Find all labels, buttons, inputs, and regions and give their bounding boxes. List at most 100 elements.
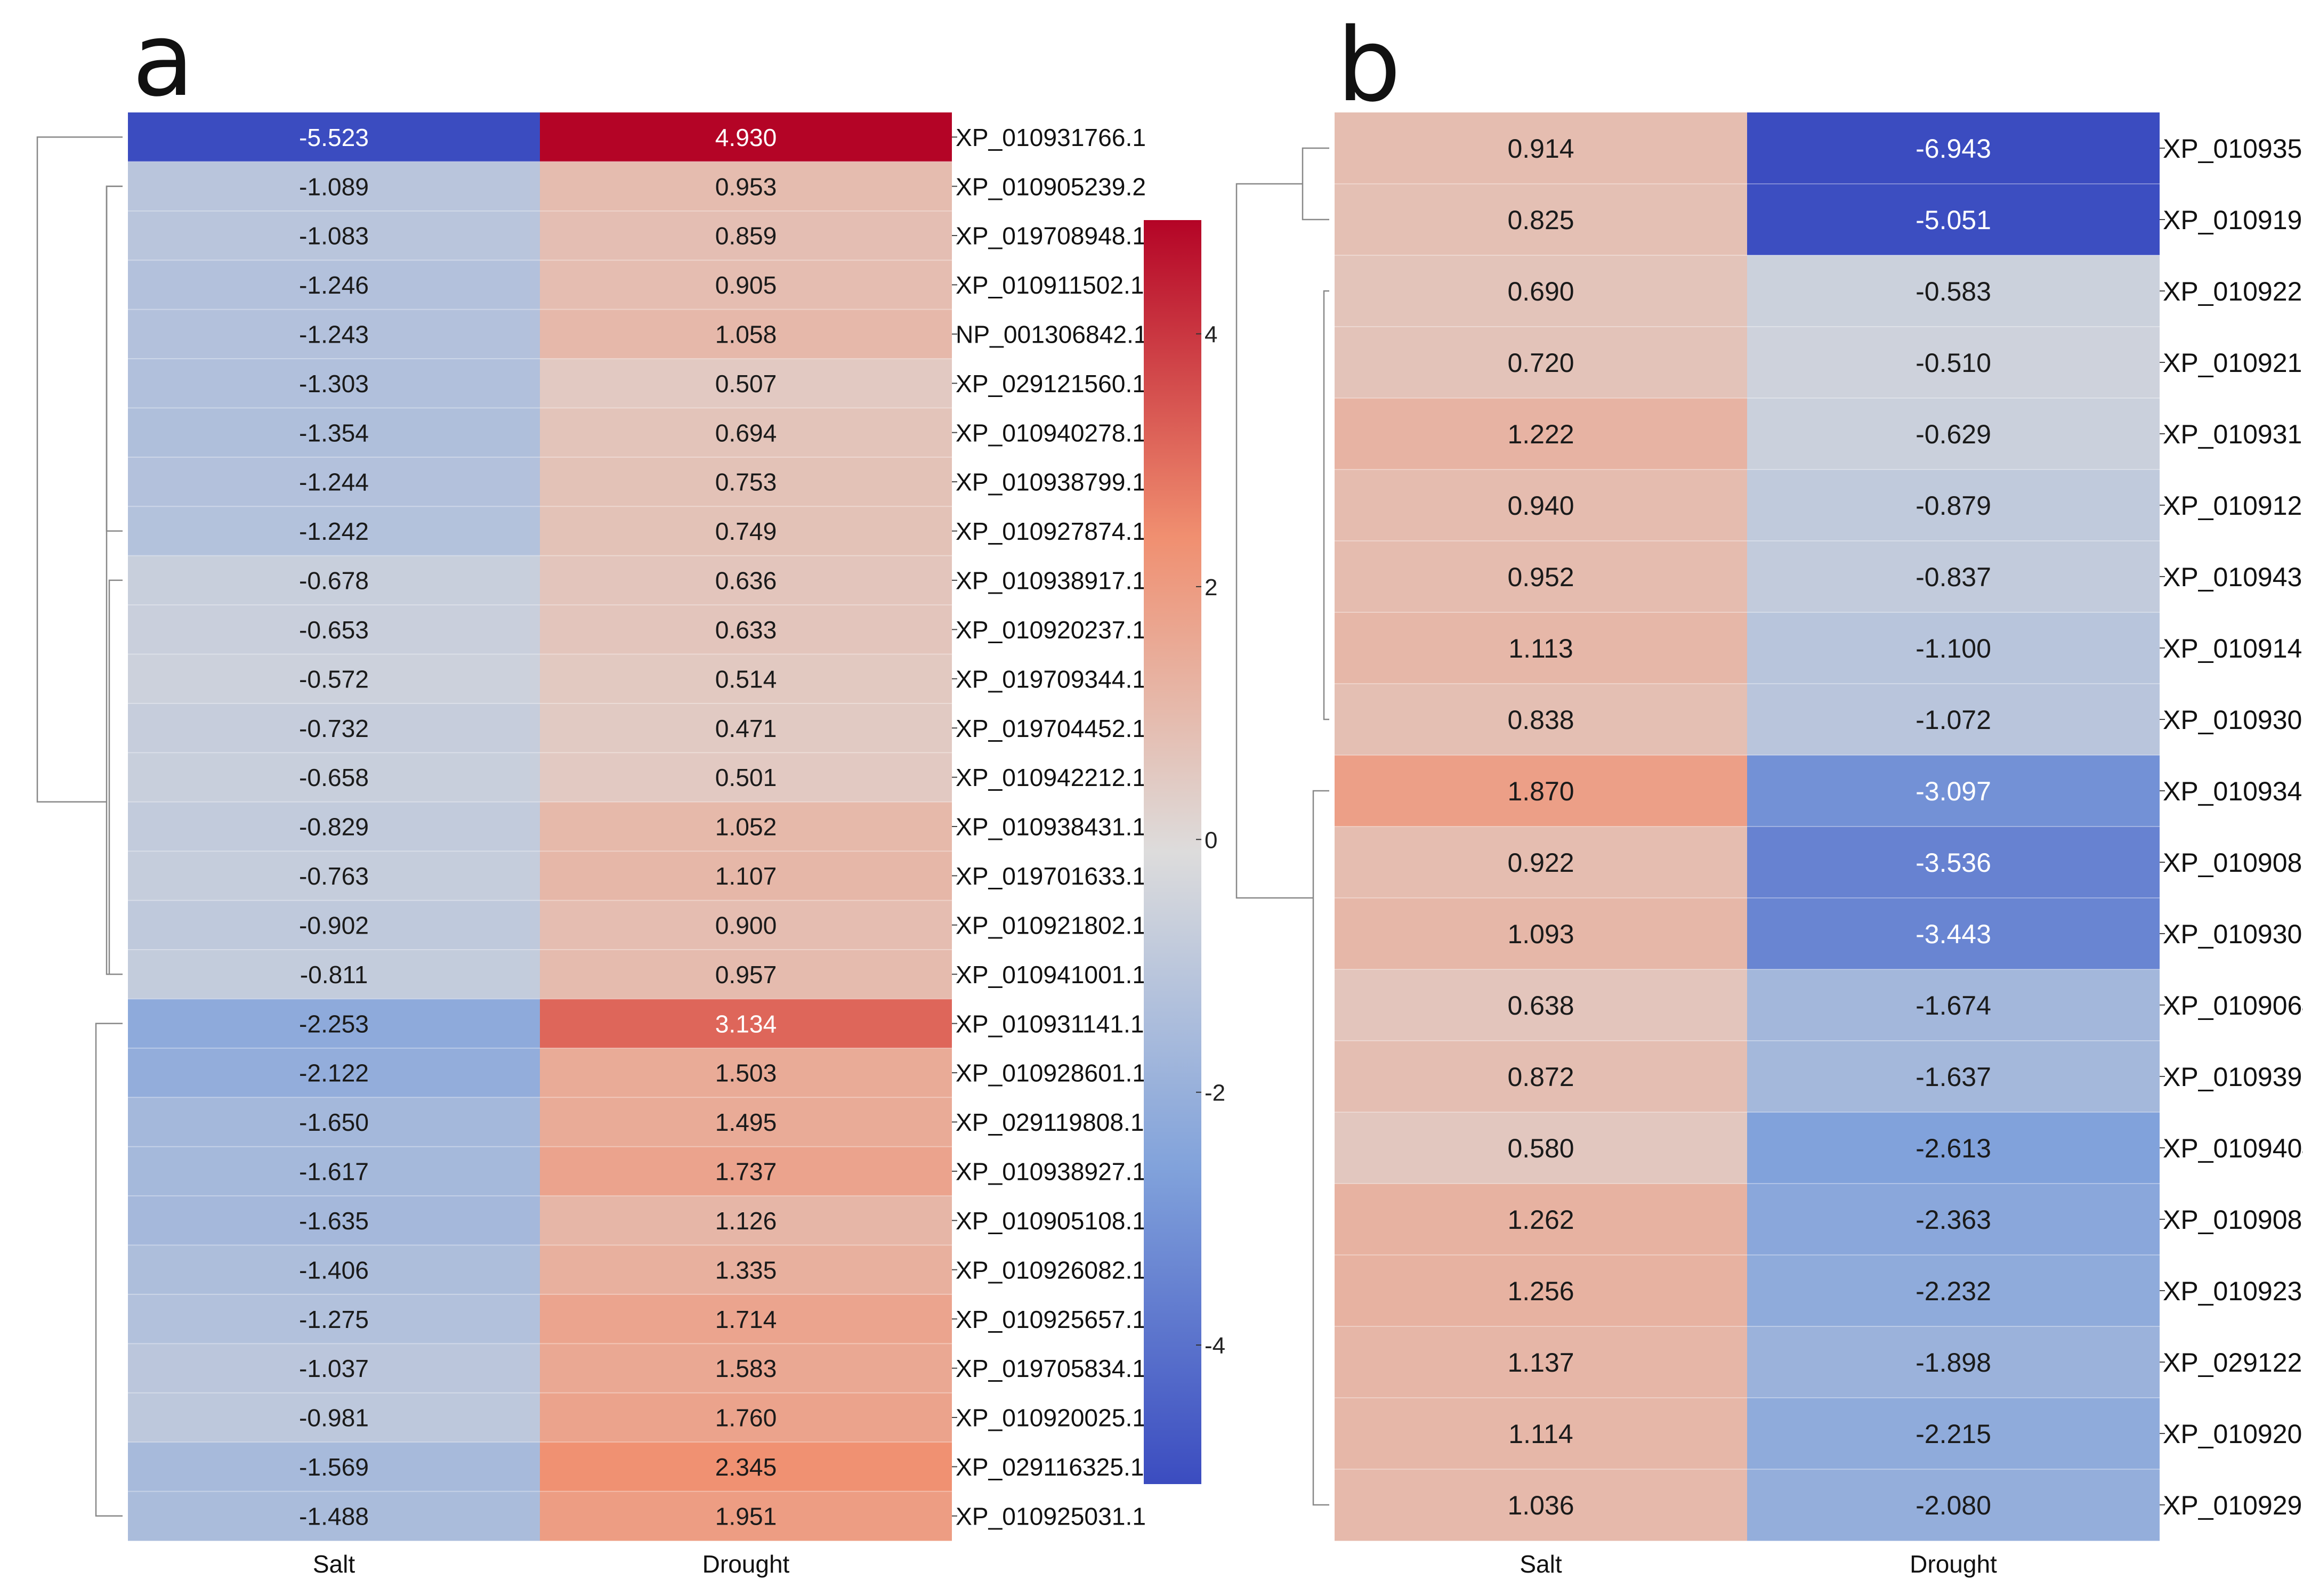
heatmap-panel-b: 0.914 -6.943 XP_010935215.2 0.825 -5.051 XP_0… (1235, 112, 2303, 1578)
row-label: XP_010923690.2 (2163, 1276, 2303, 1306)
heatmap-cell (540, 457, 952, 507)
row-label: XP_010940278.1 (956, 419, 1146, 447)
row-label: XP_010938917.1 (956, 567, 1146, 595)
row-label: XP_010914603.1 (2163, 634, 2303, 663)
cell-value-label: -1.303 (299, 370, 369, 398)
row-label: XP_010928601.1 (956, 1059, 1146, 1087)
heatmap-cell (128, 654, 540, 704)
heatmap-cell (540, 210, 952, 261)
heatmap-cell (128, 1245, 540, 1295)
cell-value-label: -0.583 (1916, 277, 1991, 306)
row-label: XP_010938927.1 (956, 1158, 1146, 1186)
heatmap-cell (1747, 755, 2160, 827)
row-label: XP_010938799.1 (956, 468, 1146, 496)
cell-value-label: 0.694 (715, 419, 777, 447)
heatmap-cell (540, 359, 952, 408)
cell-value-label: -1.488 (299, 1502, 369, 1530)
row-label: XP_010927874.1 (956, 517, 1146, 545)
row-label: XP_010930349.1 (2163, 919, 2303, 949)
cell-value-label: -1.072 (1916, 705, 1991, 735)
cell-value-label: -5.523 (299, 124, 369, 151)
heatmap-cell (1335, 541, 1747, 613)
cell-value-label: -2.080 (1916, 1490, 1991, 1520)
heatmap-cell (1747, 327, 2160, 399)
heatmap-cell (1747, 541, 2160, 613)
row-label: XP_010908683.1 (2163, 848, 2303, 878)
cell-value-label: -0.653 (299, 616, 369, 644)
cell-value-label: -3.536 (1916, 848, 1991, 878)
row-label: XP_010911502.1 (956, 271, 1144, 299)
heatmap-cell (1747, 1112, 2160, 1184)
row-label: XP_010938431.1 (956, 813, 1146, 841)
heatmap-cell (1335, 184, 1747, 256)
cell-value-label: 1.760 (715, 1404, 777, 1432)
heatmap-cell (1335, 1398, 1747, 1470)
heatmap-cell (128, 112, 540, 162)
heatmap-cell (1335, 1469, 1747, 1541)
heatmap-cell (540, 654, 952, 704)
cell-value-label: -3.443 (1916, 919, 1991, 949)
heatmap-cell (1335, 398, 1747, 470)
cell-value-label: 0.514 (715, 665, 777, 693)
heatmap-cell (128, 161, 540, 212)
cell-value-label: -2.122 (299, 1059, 369, 1087)
heatmap-cell (1747, 1398, 2160, 1470)
cell-value-label: -3.097 (1916, 776, 1991, 806)
cell-value-label: -0.811 (300, 961, 368, 989)
cell-value-label: 1.737 (715, 1158, 777, 1186)
cell-value-label: -1.246 (299, 271, 369, 299)
row-label: XP_010922760.1 (2163, 277, 2303, 306)
heatmap-cell (1747, 612, 2160, 684)
dendrogram-branch (1312, 790, 1329, 1506)
cell-value-label: 0.636 (715, 567, 777, 595)
heatmap-cell (1747, 184, 2160, 256)
colorbar-tick-label: -2 (1205, 1080, 1225, 1106)
heatmap-cell (540, 752, 952, 803)
row-label: XP_010921802.1 (956, 911, 1146, 939)
heatmap-cell (540, 1294, 952, 1344)
colorbar-tick-label: 2 (1205, 574, 1217, 601)
cell-value-label: -2.613 (1916, 1133, 1991, 1163)
heatmap-cell (1747, 1041, 2160, 1113)
heatmap-cell (540, 1442, 952, 1492)
cell-value-label: 1.495 (715, 1108, 777, 1136)
row-label: XP_010939357.1 (2163, 1062, 2303, 1092)
heatmap-cell (1335, 755, 1747, 827)
heatmap-cell (1335, 1041, 1747, 1113)
heatmap-cell (128, 900, 540, 950)
cell-value-label: 0.825 (1507, 205, 1574, 235)
cell-value-label: 1.126 (715, 1207, 777, 1235)
heatmap-cell (128, 1097, 540, 1147)
cell-value-label: -0.829 (299, 813, 369, 841)
cell-value-label: 0.922 (1507, 848, 1574, 878)
cell-value-label: -1.635 (299, 1207, 369, 1235)
row-label: XP_010925657.1 (956, 1306, 1146, 1333)
heatmap-cell (1335, 469, 1747, 541)
heatmap-cell (128, 309, 540, 359)
heatmap-cell (540, 605, 952, 655)
cell-value-label: 0.905 (715, 271, 777, 299)
heatmap-cell (540, 999, 952, 1049)
cell-value-label: -0.879 (1916, 491, 1991, 521)
colorbar-tick-label: 0 (1205, 827, 1217, 853)
heatmap-cell (1335, 327, 1747, 399)
heatmap-cell (1335, 612, 1747, 684)
colorbar-bar (1144, 220, 1201, 1484)
row-label: XP_019704452.1 (956, 715, 1146, 742)
cell-value-label: -2.215 (1916, 1419, 1991, 1449)
row-label: XP_010906448.1 (2163, 991, 2303, 1020)
heatmap-cell (1335, 827, 1747, 898)
row-label: XP_010919365.1 (2163, 205, 2303, 235)
row-label: XP_010905239.2 (956, 173, 1146, 200)
heatmap-cell (128, 605, 540, 655)
heatmap-cell (540, 1392, 952, 1443)
cell-value-label: 3.134 (715, 1010, 777, 1038)
cell-value-label: 1.058 (715, 320, 777, 348)
panel-b-letter: b (1337, 6, 1401, 124)
row-dendrogram (36, 136, 123, 1517)
row-label: XP_010926082.1 (956, 1256, 1146, 1284)
heatmap-cell (128, 752, 540, 803)
heatmap-cell (1335, 684, 1747, 756)
colorbar-tick-label: 4 (1205, 321, 1217, 347)
heatmap-cell (540, 161, 952, 212)
